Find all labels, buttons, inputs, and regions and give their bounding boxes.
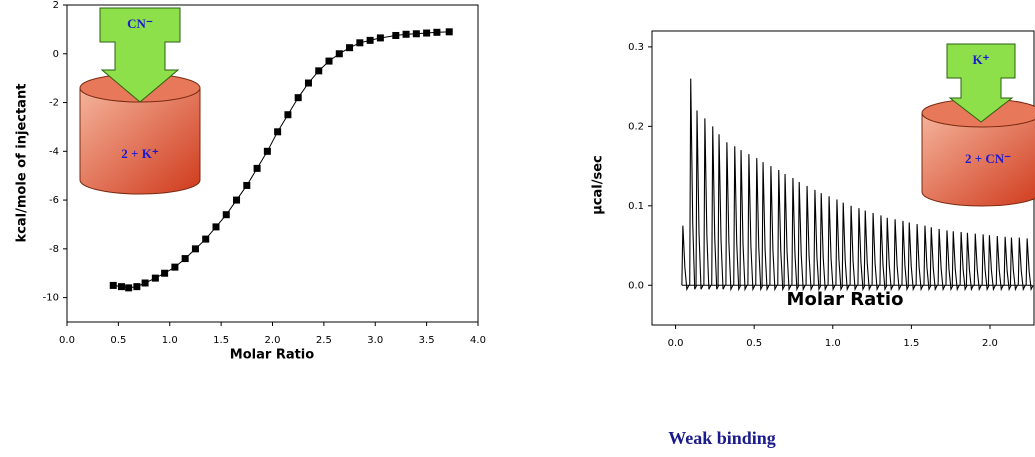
injection-peak — [1003, 236, 1012, 292]
annotation: 2 + K⁺ — [121, 146, 159, 161]
injection-peak — [725, 142, 734, 292]
injection-peak — [755, 158, 764, 292]
injection-peak — [717, 134, 726, 290]
y-tick-label: 0 — [53, 49, 59, 60]
injection-peak — [747, 154, 756, 292]
injection-peak — [769, 166, 778, 292]
injection-peak — [1025, 238, 1034, 292]
injection-peak — [871, 212, 880, 292]
injection-peak — [777, 170, 786, 292]
x-tick-label: 0.0 — [59, 335, 75, 346]
x-tick-label: 2.5 — [316, 335, 332, 346]
injection-peak — [733, 146, 742, 292]
injection-peak — [929, 227, 938, 292]
annotation: CN⁻ — [127, 16, 153, 31]
injection-peak — [901, 220, 910, 292]
x-axis-label: Molar Ratio — [787, 289, 904, 310]
y-tick-label: -8 — [49, 244, 59, 255]
x-tick-label: 2.0 — [265, 335, 281, 346]
injection-peak — [987, 235, 996, 292]
injection-peak — [937, 228, 946, 292]
x-tick-label: 2.0 — [982, 338, 998, 349]
injection-peak — [739, 150, 748, 292]
injection-peak — [879, 215, 888, 292]
y-tick-label: -6 — [49, 195, 59, 206]
injection-peak — [893, 219, 902, 292]
x-tick-label: 3.5 — [419, 335, 435, 346]
injection-peak — [923, 225, 932, 292]
x-tick-label: 1.0 — [825, 338, 841, 349]
y-tick-label: 0.2 — [628, 121, 644, 132]
injection-peak — [973, 233, 982, 292]
injection-peak — [827, 196, 836, 292]
injection-peak — [885, 217, 894, 292]
y-tick-label: 0.3 — [628, 42, 644, 53]
injection-peak — [863, 210, 872, 292]
data-line — [113, 31, 450, 289]
x-tick-label: 0.5 — [746, 338, 762, 349]
x-tick-label: 0.0 — [668, 338, 684, 349]
injection-peak — [783, 174, 792, 292]
injection-peak — [797, 181, 806, 292]
injection-peak — [995, 235, 1004, 292]
injection-peak — [849, 205, 858, 292]
data-point — [445, 28, 453, 36]
y-tick-label: -2 — [49, 98, 59, 109]
injection-peak — [819, 193, 828, 292]
injection-peak — [907, 222, 916, 292]
injection-peak — [761, 162, 770, 292]
injection-peak — [711, 126, 720, 290]
y-axis-label: µcal/sec — [591, 155, 606, 215]
injection-peak — [835, 199, 844, 292]
y-tick-label: -4 — [49, 146, 59, 157]
injection-peak — [981, 234, 990, 292]
injection-peak — [841, 202, 850, 292]
x-tick-label: 1.5 — [213, 335, 229, 346]
annotation: 2 + CN⁻ — [965, 151, 1011, 166]
injection-peak — [959, 232, 968, 292]
injection-peak — [1017, 237, 1026, 292]
y-tick-label: 0.1 — [628, 201, 644, 212]
inset-right: K⁺ 2 + CN⁻ — [921, 43, 1035, 207]
injection-peak — [813, 189, 822, 292]
x-tick-label: 1.0 — [162, 335, 178, 346]
plot-frame — [66, 4, 479, 323]
y-tick-label: -10 — [43, 293, 59, 304]
x-tick-label: 1.5 — [903, 338, 919, 349]
injection-peak — [857, 208, 866, 292]
y-tick-label: 2 — [53, 0, 59, 11]
injection-peak — [689, 78, 698, 290]
injection-peak — [681, 225, 690, 292]
annotation: K⁺ — [973, 52, 990, 67]
x-tick-label: 4.0 — [470, 335, 486, 346]
injection-peak — [791, 177, 800, 292]
y-axis-label: kcal/mole of injectant — [15, 84, 30, 243]
injection-peak — [965, 232, 974, 292]
y-tick-label: 0.0 — [628, 280, 644, 291]
injection-peak — [695, 110, 704, 290]
injection-peak — [951, 231, 960, 292]
injection-peak — [703, 118, 712, 290]
x-tick-label: 3.0 — [367, 335, 383, 346]
injection-peak — [945, 230, 954, 292]
x-tick-label: 0.5 — [110, 335, 126, 346]
caption: Weak binding — [668, 428, 776, 448]
injection-peak — [805, 185, 814, 292]
injection-peak — [915, 224, 924, 292]
x-axis-label: Molar Ratio — [230, 348, 314, 363]
injection-peak — [1009, 237, 1018, 292]
inset-left: CN⁻ 2 + K⁺ — [79, 7, 201, 195]
